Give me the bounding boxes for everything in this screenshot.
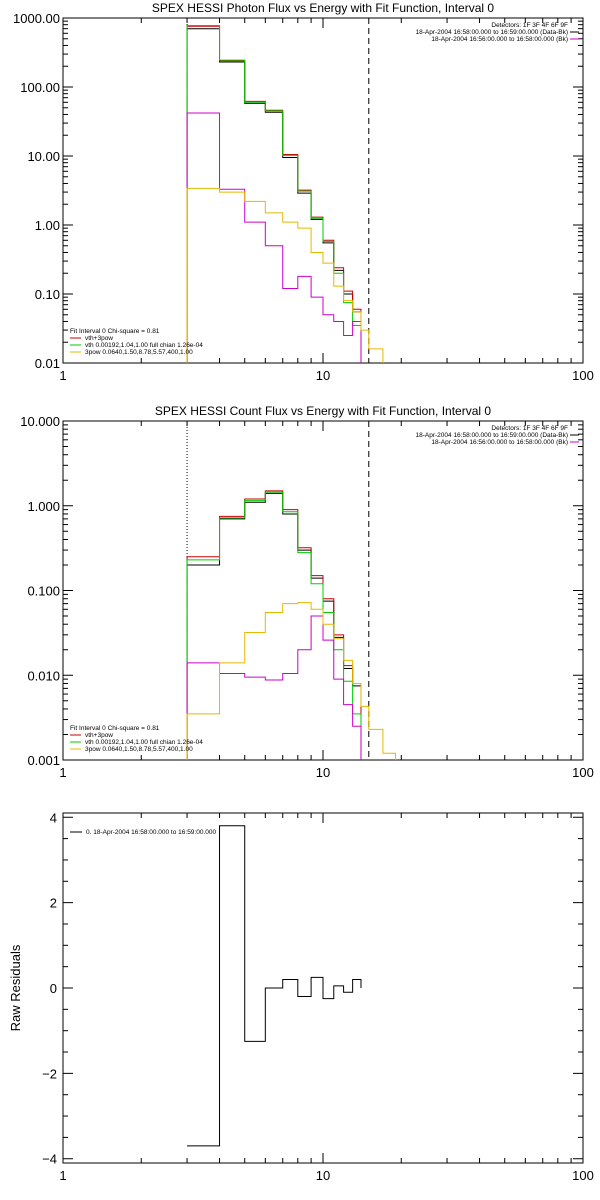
fit-legend-entry: vth 0.00192,1.04,1.00 full chian 1.26e-0… (85, 739, 203, 746)
fit-legend-entry: vth+3pow (85, 335, 113, 342)
y-tick-label: −2 (42, 1066, 57, 1081)
legend-text: 18-Apr-2004 16:58:00.000 to 16:59:00.000… (416, 432, 569, 439)
series-line-4 (186, 187, 384, 363)
y-tick-label: 2 (50, 896, 57, 911)
x-tick-label: 100 (572, 1168, 594, 1183)
x-tick-label: 1 (59, 1168, 66, 1183)
x-tick-label: 100 (572, 765, 594, 780)
y-tick-label: 1000.00 (13, 11, 60, 26)
x-tick-label: 10 (316, 1168, 330, 1183)
fit-legend-entry: vth 0.00192,1.04,1.00 full chian 1.26e-0… (85, 342, 203, 349)
fit-legend-entry: 3pow 0.0640,1.50,8.78,5.57,400,1.00 (85, 746, 193, 753)
y-tick-label: 4 (50, 810, 57, 825)
y-tick-label: 10.00 (27, 149, 60, 164)
series-line-0 (187, 825, 362, 1147)
series-line-0 (186, 492, 362, 760)
fit-legend-entry: vth+3pow (85, 732, 113, 739)
x-tick-label: 100 (572, 368, 594, 383)
series-line-0 (186, 28, 362, 363)
y-tick-label: 1.000 (27, 499, 60, 514)
y-tick-label: 0.10 (35, 287, 60, 302)
series-line-2 (186, 24, 362, 363)
series-group (186, 490, 396, 760)
y-tick-label: 10.000 (20, 414, 60, 429)
fit-legend-header: Fit Interval 0 Chi-square = 0.81 (70, 725, 160, 732)
x-tick-label: 10 (316, 765, 330, 780)
series-group (186, 24, 384, 363)
series-line-1 (186, 490, 362, 760)
legend-text: 18-Apr-2004 16:56:00.000 to 16:58:00.000… (431, 439, 568, 446)
legend-text: Detectors: 1F 3F 4F 6F 9F (491, 22, 568, 29)
fit-legend-header: Fit Interval 0 Chi-square = 0.81 (70, 328, 160, 335)
legend-text: Detectors: 1F 3F 4F 6F 9F (491, 425, 568, 432)
x-tick-label: 10 (316, 368, 330, 383)
legend-text: 18-Apr-2004 16:58:00.000 to 16:59:00.000… (416, 29, 569, 36)
chart-title: SPEX HESSI Count Flux vs Energy with Fit… (155, 404, 491, 418)
y-axis-label: Raw Residuals (8, 944, 23, 1031)
legend-text: 18-Apr-2004 16:56:00.000 to 16:58:00.000… (431, 36, 568, 43)
y-tick-label: 0.001 (27, 753, 60, 768)
x-tick-label: 1 (59, 368, 66, 383)
fit-legend-entry: 3pow 0.0640,1.50,8.78,5.57,400,1.00 (85, 349, 193, 356)
legend-text: 0. 18-Apr-2004 16:58:00.000 to 16:59:00.… (86, 829, 216, 836)
y-tick-label: 0 (50, 981, 57, 996)
series-line-4 (186, 602, 396, 760)
y-tick-label: 100.00 (20, 80, 60, 95)
y-tick-label: 0.01 (35, 356, 60, 371)
y-tick-label: 0.100 (27, 584, 60, 599)
photon-flux-panel: SPEX HESSI Photon Flux vs Energy with Fi… (13, 1, 594, 383)
series-line-1 (186, 25, 362, 363)
count-flux-panel: SPEX HESSI Count Flux vs Energy with Fit… (20, 404, 594, 780)
y-tick-label: 1.00 (35, 218, 60, 233)
chart-title: SPEX HESSI Photon Flux vs Energy with Fi… (152, 1, 494, 15)
series-line-3 (186, 112, 362, 363)
series-line-3 (186, 615, 362, 760)
y-tick-label: 0.010 (27, 668, 60, 683)
series-group (187, 825, 362, 1147)
residuals-panel: 1 10 100 4 2 0 −2 −4 Raw Residuals 0. 18-Apr-2004… (8, 810, 594, 1183)
y-tick-label: −4 (42, 1152, 57, 1167)
x-tick-label: 1 (59, 765, 66, 780)
